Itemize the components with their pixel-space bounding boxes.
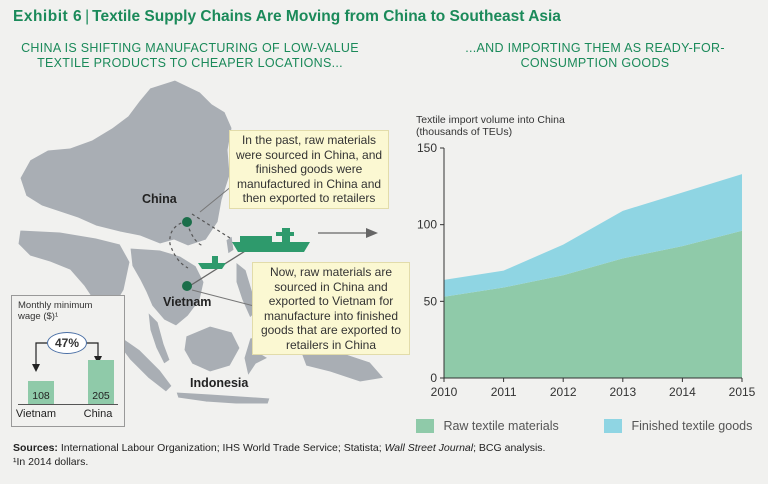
- borneo-landmass: [183, 325, 241, 373]
- wage-category-china: China: [83, 408, 113, 420]
- x-tick-label: 2011: [491, 385, 517, 399]
- legend-raw: Raw textile materials: [416, 417, 559, 435]
- sources-label: Sources:: [13, 442, 58, 454]
- left-heading-line-1: CHINA IS SHIFTING MANUFACTURING OF LOW-V…: [21, 41, 359, 55]
- callout-now-line: retailers in China: [285, 337, 377, 352]
- sources-footer: Sources: International Labour Organizati…: [13, 441, 763, 469]
- x-tick-label: 2010: [431, 385, 458, 399]
- legend-label-raw: Raw textile materials: [443, 418, 559, 433]
- area-chart: 0 50 100 150 2010 2011 2012 2013 2014 2015: [417, 141, 756, 399]
- cargo-ship-icon: [232, 228, 310, 252]
- chart-y-axis-label: Textile import volume into China (thousa…: [416, 114, 565, 138]
- y-tick-label: 150: [417, 141, 437, 155]
- wage-category-vietnam: Vietnam: [15, 408, 57, 420]
- vietnam-route-dot: [182, 281, 192, 291]
- callout-now-line: manufacture into finished: [263, 308, 399, 323]
- china-route-dot: [182, 217, 192, 227]
- callout-past-line: finished goods were: [255, 162, 363, 176]
- right-heading-line-2: CONSUMPTION GOODS: [520, 56, 670, 70]
- sources-text-end: ; BCG analysis.: [473, 442, 546, 454]
- x-tick-label: 2013: [609, 385, 636, 399]
- sources-italic: Wall Street Journal: [384, 442, 474, 454]
- callout-now-line: sourced in China and: [274, 279, 388, 294]
- callout-past-line: were sourced in China, and: [235, 147, 383, 162]
- wage-bar-vietnam: [28, 380, 54, 404]
- china-landmass: [19, 79, 233, 247]
- sources-text: International Labour Organization; IHS W…: [57, 442, 385, 454]
- callout-past-pointer: [199, 185, 233, 213]
- x-tick-label: 2012: [550, 385, 577, 399]
- dashed-route-export: [191, 213, 231, 239]
- callout-now-line: exported to Vietnam for: [268, 294, 394, 308]
- map-label-indonesia: Indonesia: [190, 376, 249, 390]
- wage-inset-title: Monthly minimum wage ($)¹: [18, 300, 92, 322]
- wage-title-line-2: wage ($)¹: [18, 311, 59, 322]
- indochina-landmass: [129, 247, 205, 327]
- callout-now-line: Now, raw materials are: [269, 265, 393, 279]
- left-panel-heading: CHINA IS SHIFTING MANUFACTURING OF LOW-V…: [20, 41, 360, 71]
- y-axis-label-line-1: Textile import volume into China: [416, 114, 565, 126]
- wage-value-vietnam: 108: [32, 390, 50, 402]
- dashed-route-south: [186, 222, 205, 247]
- x-tick-label: 2015: [729, 385, 756, 399]
- right-heading-line-1: ...AND IMPORTING THEM AS READY-FOR-: [465, 41, 725, 55]
- callout-past: In the past, raw materials were sourced …: [229, 130, 389, 209]
- wage-bar-china: [88, 360, 114, 404]
- taiwan-landmass: [225, 235, 235, 255]
- wage-arrow-right: [86, 342, 99, 360]
- area-series-0: [444, 230, 742, 378]
- legend-finished: Finished textile goods: [604, 417, 752, 435]
- callout-past-line: then exported to retailers: [242, 191, 376, 205]
- exhibit-headline: Textile Supply Chains Are Moving from Ch…: [92, 8, 561, 25]
- wage-title-line-1: Monthly minimum: [18, 300, 93, 311]
- y-tick-label: 100: [417, 218, 437, 232]
- callout-now: Now, raw materials are sourced in China …: [252, 262, 410, 355]
- callout-now-pointer: [191, 289, 255, 307]
- y-tick-label: 50: [424, 294, 438, 308]
- sources-line: Sources: International Labour Organizati…: [13, 441, 763, 455]
- map-label-vietnam: Vietnam: [163, 295, 212, 309]
- wage-baseline: [18, 404, 118, 405]
- wage-change-badge: 47%: [47, 332, 87, 354]
- left-heading-line-2: TEXTILE PRODUCTS TO CHEAPER LOCATIONS...: [37, 56, 343, 70]
- x-tick-label: 2014: [669, 385, 696, 399]
- footnote: ¹In 2014 dollars.: [13, 456, 89, 468]
- y-axis-label-line-2: (thousands of TEUs): [416, 126, 513, 138]
- area-series-1: [444, 174, 742, 297]
- dashed-route-loop: [169, 220, 189, 269]
- y-tick-label: 0: [430, 371, 437, 385]
- legend-label-finished: Finished textile goods: [631, 418, 753, 433]
- export-arrow-icon: [366, 228, 378, 238]
- map-label-china: China: [142, 192, 177, 206]
- exhibit-number: Exhibit 6: [13, 8, 83, 25]
- legend-swatch-finished: [604, 418, 622, 433]
- callout-past-line: In the past, raw materials: [241, 133, 377, 147]
- java-landmass: [175, 391, 271, 405]
- exhibit-title: Exhibit 6 | Textile Supply Chains Are Movi…: [13, 8, 561, 26]
- wage-arrow-left: [35, 342, 47, 368]
- malay-peninsula: [147, 310, 171, 365]
- wage-inset: Monthly minimum wage ($)¹ 47% 108 205 Vi…: [11, 295, 125, 427]
- callout-past-line: manufactured in China and: [236, 176, 382, 191]
- title-separator: |: [85, 8, 90, 25]
- right-panel-heading: ...AND IMPORTING THEM AS READY-FOR- CONS…: [440, 41, 750, 71]
- legend-swatch-raw: [416, 418, 434, 433]
- small-ship-icon: [198, 256, 226, 269]
- wage-value-china: 205: [92, 390, 110, 402]
- arrow-down-icon: [32, 364, 40, 372]
- callout-now-line: goods that are exported to: [260, 323, 402, 337]
